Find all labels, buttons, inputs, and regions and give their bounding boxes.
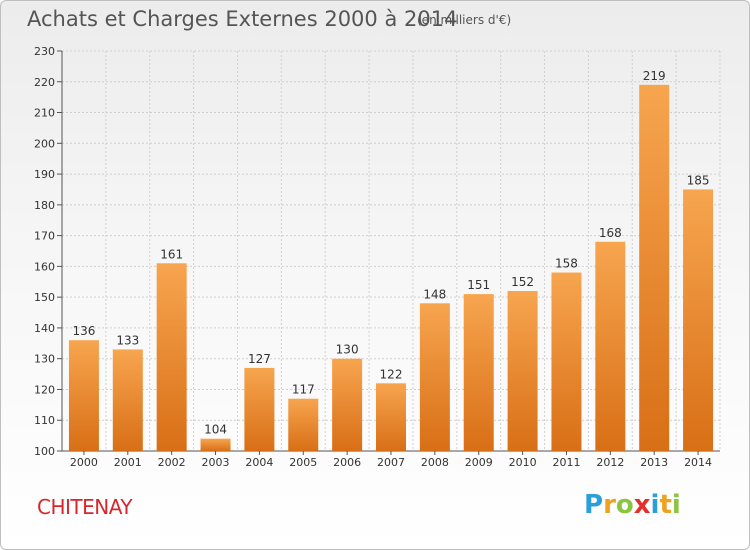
bar-2010 <box>507 291 538 451</box>
bar-2002 <box>156 263 187 451</box>
x-tick-label-2007: 2007 <box>377 456 405 469</box>
bar-2004 <box>244 367 275 451</box>
data-label-2010: 152 <box>511 275 534 289</box>
x-tick-label-2006: 2006 <box>333 456 361 469</box>
data-label-2000: 136 <box>72 324 95 338</box>
commune-name: CHITENAY <box>37 495 133 519</box>
data-label-2014: 185 <box>687 173 710 187</box>
bar-2014 <box>683 189 714 451</box>
x-tick-label-2011: 2011 <box>552 456 580 469</box>
x-tick-label-2000: 2000 <box>70 456 98 469</box>
logo-letter: t <box>659 490 672 520</box>
data-label-2002: 161 <box>160 247 183 261</box>
chart-title: Achats et Charges Externes 2000 à 2014 <box>27 7 458 31</box>
bar-2006 <box>332 358 363 451</box>
bar-2013 <box>639 84 670 451</box>
x-tick-label-2014: 2014 <box>684 456 712 469</box>
data-label-2004: 127 <box>248 352 271 366</box>
y-tick-label: 220 <box>34 76 55 89</box>
bar-2012 <box>595 241 626 451</box>
x-tick-label-2003: 2003 <box>202 456 230 469</box>
data-label-2012: 168 <box>599 226 622 240</box>
logo-letter: i <box>650 490 660 520</box>
x-tick-label-2013: 2013 <box>640 456 668 469</box>
labels: 100 110 120 130 140 150 160 170 180 190 200 210 220 2… <box>34 45 712 469</box>
bars <box>68 84 714 451</box>
bar-2005 <box>288 398 319 451</box>
y-tick-label: 230 <box>34 45 55 58</box>
logo-letter: P <box>584 490 604 520</box>
bar-2000 <box>68 340 99 451</box>
x-tick-label-2012: 2012 <box>596 456 624 469</box>
data-label-2011: 158 <box>555 257 578 271</box>
y-tick-label: 130 <box>34 353 55 366</box>
y-tick-label: 120 <box>34 383 55 396</box>
bar-2009 <box>463 294 494 451</box>
logo-letter: x <box>633 490 651 520</box>
chart-subtitle: (en milliers d'€) <box>417 13 512 27</box>
y-tick-label: 210 <box>34 107 55 120</box>
logo-letter: r <box>603 490 616 520</box>
y-tick-label: 200 <box>34 137 55 150</box>
y-tick-label: 170 <box>34 230 55 243</box>
y-tick-label: 110 <box>34 414 55 427</box>
proxiti-logo: Proxiti <box>584 490 681 520</box>
x-tick-label-2001: 2001 <box>114 456 142 469</box>
data-label-2001: 133 <box>116 333 139 347</box>
bar-2011 <box>551 272 582 451</box>
x-tick-label-2005: 2005 <box>289 456 317 469</box>
logo-letter: i <box>671 490 681 520</box>
data-label-2009: 151 <box>467 278 490 292</box>
y-tick-label: 100 <box>34 445 55 458</box>
y-tick-label: 180 <box>34 199 55 212</box>
bar-2001 <box>112 349 143 451</box>
x-tick-label-2010: 2010 <box>509 456 537 469</box>
data-label-2006: 130 <box>336 343 359 357</box>
y-tick-label: 160 <box>34 260 55 273</box>
x-tick-label-2009: 2009 <box>465 456 493 469</box>
data-label-2013: 219 <box>643 69 666 83</box>
x-tick-label-2002: 2002 <box>158 456 186 469</box>
bar-2003 <box>200 438 231 451</box>
data-label-2003: 104 <box>204 423 227 437</box>
logo-letter: o <box>615 490 634 520</box>
x-tick-label-2008: 2008 <box>421 456 449 469</box>
data-label-2008: 148 <box>423 287 446 301</box>
bar-2007 <box>376 383 406 451</box>
y-tick-label: 190 <box>34 168 55 181</box>
y-tick-label: 140 <box>34 322 55 335</box>
data-label-2005: 117 <box>292 383 315 397</box>
y-tick-label: 150 <box>34 291 55 304</box>
x-tick-label-2004: 2004 <box>245 456 273 469</box>
bar-2008 <box>419 303 450 451</box>
data-label-2007: 122 <box>380 367 403 381</box>
